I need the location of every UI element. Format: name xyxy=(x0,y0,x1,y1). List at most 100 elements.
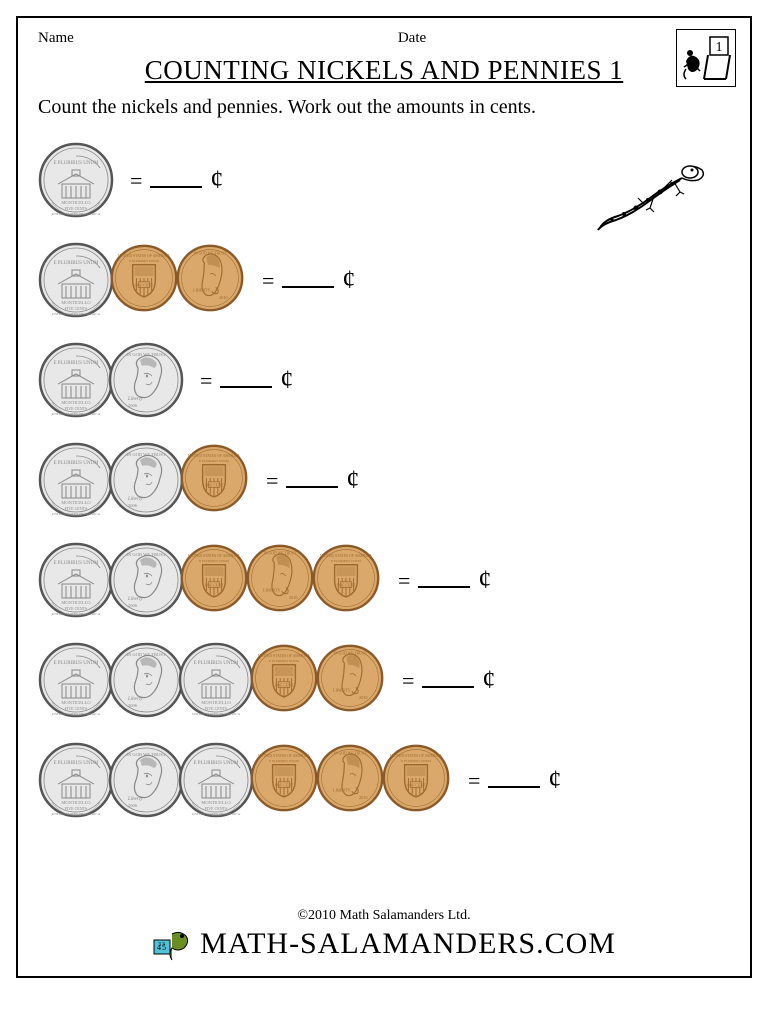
footer: ©2010 Math Salamanders Ltd. 45 33 MATH-S… xyxy=(18,908,750,962)
coin-group: E PLURIBUS UNUM MONTICELLO FIVE CENTS UN… xyxy=(38,542,376,618)
svg-text:UNITED STATES OF AMERICA: UNITED STATES OF AMERICA xyxy=(320,554,372,558)
svg-text:FIVE CENTS: FIVE CENTS xyxy=(205,706,228,711)
svg-text:IN GOD WE TRUST: IN GOD WE TRUST xyxy=(334,751,367,755)
svg-text:E PLURIBUS UNUM: E PLURIBUS UNUM xyxy=(53,661,99,666)
penny-coin: ONE CENT UNITED STATES OF AMERICA E PLUR… xyxy=(310,542,382,614)
svg-text:MONTICELLO: MONTICELLO xyxy=(201,800,231,805)
svg-text:UNITED STATES OF AMERICA: UNITED STATES OF AMERICA xyxy=(52,612,101,616)
svg-text:LIBERTY: LIBERTY xyxy=(263,587,281,592)
penny-coin: ONE CENT UNITED STATES OF AMERICA E PLUR… xyxy=(178,542,250,614)
answer-blank: = ¢ xyxy=(200,365,293,395)
svg-text:UNITED STATES OF AMERICA: UNITED STATES OF AMERICA xyxy=(192,712,241,716)
nickel-coin-icon: E PLURIBUS UNUM MONTICELLO FIVE CENTS UN… xyxy=(178,642,254,718)
penny-coin-icon: ONE CENT UNITED STATES OF AMERICA E PLUR… xyxy=(178,542,250,614)
svg-text:MONTICELLO: MONTICELLO xyxy=(61,200,91,205)
nickel-coin-icon: IN GOD WE TRUST Liberty 2006 xyxy=(108,342,184,418)
svg-text:1: 1 xyxy=(716,40,723,55)
svg-text:FIVE CENTS: FIVE CENTS xyxy=(65,306,88,311)
equals-sign: = xyxy=(468,768,480,794)
answer-blank: = ¢ xyxy=(130,165,223,195)
svg-text:Liberty: Liberty xyxy=(127,397,143,402)
penny-coin-icon: ONE CENT UNITED STATES OF AMERICA E PLUR… xyxy=(248,642,320,714)
answer-input-line[interactable] xyxy=(150,166,202,188)
equals-sign: = xyxy=(130,168,142,194)
svg-text:UNITED STATES OF AMERICA: UNITED STATES OF AMERICA xyxy=(118,254,170,258)
answer-input-line[interactable] xyxy=(286,466,338,488)
coin-group: E PLURIBUS UNUM MONTICELLO FIVE CENTS UN… xyxy=(38,342,178,418)
answer-input-line[interactable] xyxy=(418,566,470,588)
problem-row: E PLURIBUS UNUM MONTICELLO FIVE CENTS UN… xyxy=(38,637,730,723)
penny-coin-icon: ONE CENT UNITED STATES OF AMERICA E PLUR… xyxy=(248,742,320,814)
equals-sign: = xyxy=(262,268,274,294)
svg-text:ONE CENT: ONE CENT xyxy=(135,284,154,288)
svg-text:FIVE CENTS: FIVE CENTS xyxy=(65,406,88,411)
nickel-coin: IN GOD WE TRUST Liberty 2006 xyxy=(108,442,184,518)
nickel-coin-icon: IN GOD WE TRUST Liberty 2006 xyxy=(108,642,184,718)
penny-coin-icon: IN GOD WE TRUST LIBERTY 2010 xyxy=(314,742,386,814)
nickel-coin-icon: E PLURIBUS UNUM MONTICELLO FIVE CENTS UN… xyxy=(38,142,114,218)
nickel-coin: E PLURIBUS UNUM MONTICELLO FIVE CENTS UN… xyxy=(178,642,254,718)
answer-input-line[interactable] xyxy=(282,266,334,288)
svg-text:MONTICELLO: MONTICELLO xyxy=(61,500,91,505)
answer-blank: = ¢ xyxy=(398,565,491,595)
svg-text:2010: 2010 xyxy=(219,295,228,300)
copyright-text: ©2010 Math Salamanders Ltd. xyxy=(18,908,750,924)
coin-group: E PLURIBUS UNUM MONTICELLO FIVE CENTS UN… xyxy=(38,742,446,818)
salamander-decoration-icon xyxy=(594,158,714,238)
cent-symbol: ¢ xyxy=(210,165,223,195)
svg-text:33: 33 xyxy=(158,942,166,948)
svg-text:Liberty: Liberty xyxy=(127,497,143,502)
nickel-coin-icon: E PLURIBUS UNUM MONTICELLO FIVE CENTS UN… xyxy=(178,742,254,818)
nickel-coin: IN GOD WE TRUST Liberty 2006 xyxy=(108,742,184,818)
nickel-coin: IN GOD WE TRUST Liberty 2006 xyxy=(108,642,184,718)
cent-symbol: ¢ xyxy=(280,365,293,395)
svg-text:2006: 2006 xyxy=(128,803,138,808)
nickel-coin-icon: E PLURIBUS UNUM MONTICELLO FIVE CENTS UN… xyxy=(38,742,114,818)
answer-input-line[interactable] xyxy=(488,766,540,788)
equals-sign: = xyxy=(200,368,212,394)
penny-coin: ONE CENT UNITED STATES OF AMERICA E PLUR… xyxy=(248,642,320,714)
svg-text:E PLURIBUS UNUM: E PLURIBUS UNUM xyxy=(53,461,99,466)
answer-input-line[interactable] xyxy=(422,666,474,688)
worksheet-page: Name Date COUNTING NICKELS AND PENNIES 1… xyxy=(16,16,752,978)
svg-text:ONE CENT: ONE CENT xyxy=(275,784,294,788)
svg-text:IN GOD WE TRUST: IN GOD WE TRUST xyxy=(127,352,166,357)
svg-text:MONTICELLO: MONTICELLO xyxy=(61,700,91,705)
svg-text:E PLURIBUS UNUM: E PLURIBUS UNUM xyxy=(331,559,361,563)
nickel-coin-icon: IN GOD WE TRUST Liberty 2006 xyxy=(108,442,184,518)
penny-coin: ONE CENT UNITED STATES OF AMERICA E PLUR… xyxy=(178,442,250,514)
svg-text:Liberty: Liberty xyxy=(127,597,143,602)
svg-text:FIVE CENTS: FIVE CENTS xyxy=(65,606,88,611)
instruction-text: Count the nickels and pennies. Work out … xyxy=(38,96,730,119)
problem-row: E PLURIBUS UNUM MONTICELLO FIVE CENTS UN… xyxy=(38,537,730,623)
svg-text:E PLURIBUS UNUM: E PLURIBUS UNUM xyxy=(53,761,99,766)
svg-text:UNITED STATES OF AMERICA: UNITED STATES OF AMERICA xyxy=(192,812,241,816)
answer-input-line[interactable] xyxy=(220,366,272,388)
svg-text:ONE CENT: ONE CENT xyxy=(275,684,294,688)
svg-text:UNITED STATES OF AMERICA: UNITED STATES OF AMERICA xyxy=(188,554,240,558)
svg-text:ONE CENT: ONE CENT xyxy=(205,484,224,488)
answer-blank: = ¢ xyxy=(402,665,495,695)
svg-text:UNITED STATES OF AMERICA: UNITED STATES OF AMERICA xyxy=(258,654,310,658)
svg-text:MONTICELLO: MONTICELLO xyxy=(61,300,91,305)
svg-text:E PLURIBUS UNUM: E PLURIBUS UNUM xyxy=(193,761,239,766)
svg-text:E PLURIBUS UNUM: E PLURIBUS UNUM xyxy=(53,261,99,266)
nickel-coin: E PLURIBUS UNUM MONTICELLO FIVE CENTS UN… xyxy=(178,742,254,818)
svg-text:UNITED STATES OF AMERICA: UNITED STATES OF AMERICA xyxy=(52,412,101,416)
svg-text:2006: 2006 xyxy=(128,403,138,408)
name-label: Name xyxy=(38,30,370,47)
svg-text:2006: 2006 xyxy=(128,503,138,508)
svg-text:IN GOD WE TRUST: IN GOD WE TRUST xyxy=(334,651,367,655)
equals-sign: = xyxy=(402,668,414,694)
cent-symbol: ¢ xyxy=(346,465,359,495)
footer-logo-text: MATH-SALAMANDERS.COM xyxy=(200,927,616,961)
equals-sign: = xyxy=(266,468,278,494)
nickel-coin: E PLURIBUS UNUM MONTICELLO FIVE CENTS UN… xyxy=(38,742,114,818)
svg-text:E PLURIBUS UNUM: E PLURIBUS UNUM xyxy=(193,661,239,666)
svg-text:ONE CENT: ONE CENT xyxy=(337,584,356,588)
svg-text:FIVE CENTS: FIVE CENTS xyxy=(65,806,88,811)
problem-row: E PLURIBUS UNUM MONTICELLO FIVE CENTS UN… xyxy=(38,737,730,823)
problem-row: E PLURIBUS UNUM MONTICELLO FIVE CENTS UN… xyxy=(38,437,730,523)
svg-text:2010: 2010 xyxy=(359,695,368,700)
svg-text:IN GOD WE TRUST: IN GOD WE TRUST xyxy=(127,552,166,557)
